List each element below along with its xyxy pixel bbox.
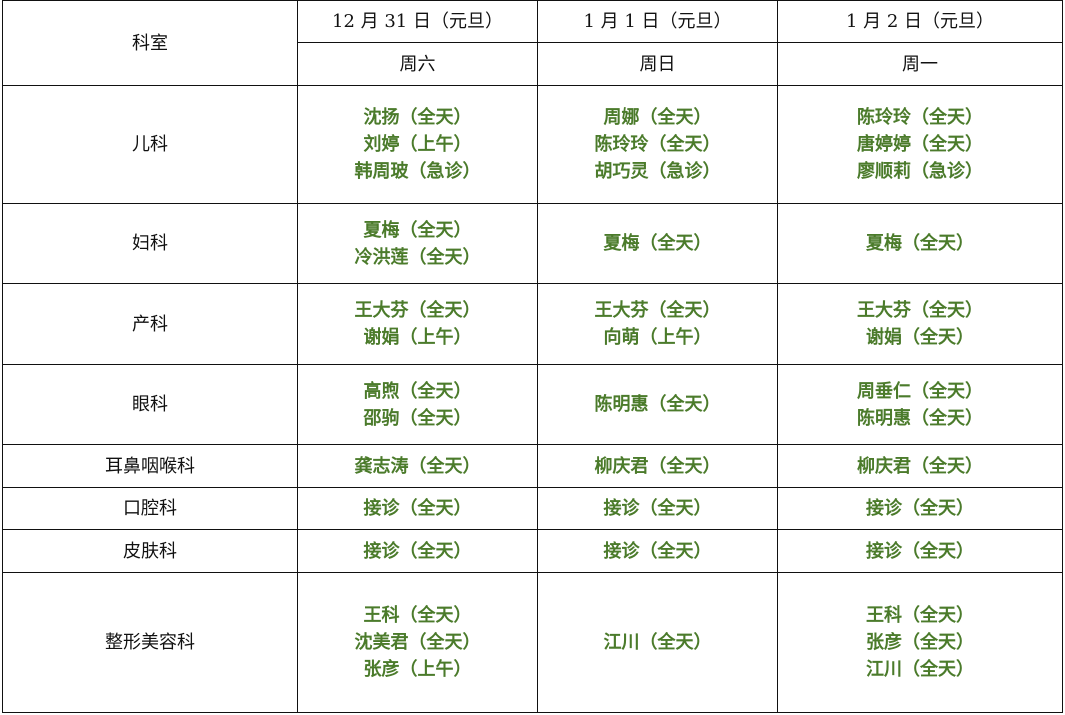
doctor-entry: 接诊（全天） [603,498,712,519]
table-row: 口腔科 接诊（全天） 接诊（全天） 接诊（全天） [2,487,1063,530]
duty-cell: 王大芬（全天） 谢娟（全天） [777,283,1063,365]
duty-cell: 接诊（全天） [537,529,778,573]
table-row: 皮肤科 接诊（全天） 接诊（全天） 接诊（全天） [2,529,1063,573]
table-row: 眼科 高煦（全天） 邵驹（全天） 陈明惠（全天） 周垂仁（全天） 陈明惠（全天） [2,364,1063,445]
doctor-entry: 王科（全天） [363,605,472,626]
doctor-entry: 谢娟（上午） [363,327,472,348]
duty-cell: 夏梅（全天） 冷洪莲（全天） [297,203,538,284]
doctor-entry: 周娜（全天） [603,107,712,128]
doctor-entry: 周垂仁（全天） [857,380,983,402]
duty-cell: 陈明惠（全天） [537,364,778,445]
doctor-entry: 接诊（全天） [866,540,974,562]
doctor-entry: 夏梅（全天） [363,219,472,241]
dept-name: 皮肤科 [2,529,298,573]
doctor-entry: 胡巧灵（急诊） [594,161,721,182]
doctor-entry: 陈玲玲（全天） [857,107,983,128]
duty-cell: 接诊（全天） [297,487,538,530]
doctor-entry: 廖顺莉（急诊） [857,161,983,182]
dept-name: 耳鼻咽喉科 [2,444,298,488]
duty-cell: 夏梅（全天） [777,203,1063,284]
doctor-entry: 王科（全天） [866,605,974,626]
table-row: 耳鼻咽喉科 龚志涛（全天） 柳庆君（全天） 柳庆君（全天） [2,444,1063,488]
duty-cell: 接诊（全天） [537,487,778,530]
weekday-header: 周六 [297,42,538,86]
header-row-weekdays: 周六 周日 周一 [3,42,1063,86]
doctor-entry: 接诊（全天） [363,498,472,519]
doctor-entry: 柳庆君（全天） [594,455,721,477]
weekday-header: 周一 [777,42,1063,86]
weekday-header: 周日 [537,42,778,86]
duty-cell: 柳庆君（全天） [777,444,1063,488]
dept-name: 口腔科 [2,487,298,530]
duty-cell: 江川（全天） [537,572,778,713]
doctor-entry: 王大芬（全天） [354,300,481,321]
doctor-entry: 江川（全天） [866,659,974,680]
table-row: 整形美容科 王科（全天） 沈美君（全天） 张彦（上午） 江川（全天） 王科（全天） 张彦（全… [2,572,1063,713]
doctor-entry: 高煦（全天） [363,380,472,402]
dept-name: 妇科 [2,203,298,284]
table-row: 妇科 夏梅（全天） 冷洪莲（全天） 夏梅（全天） 夏梅（全天） [2,203,1063,284]
doctor-entry: 陈明惠（全天） [857,407,983,429]
duty-cell: 接诊（全天） [777,529,1063,573]
duty-cell: 沈扬（全天） 刘婷（上午） 韩周玻（急诊） [297,85,538,204]
duty-cell: 夏梅（全天） [537,203,778,284]
dept-name: 眼科 [2,364,298,445]
duty-cell: 接诊（全天） [297,529,538,573]
duty-cell: 王大芬（全天） 谢娟（上午） [297,283,538,365]
duty-cell: 陈玲玲（全天） 唐婷婷（全天） 廖顺莉（急诊） [777,85,1063,204]
table-row: 产科 王大芬（全天） 谢娟（上午） 王大芬（全天） 向萌（上午） 王大芬（全天） 谢娟（全天… [2,283,1063,365]
doctor-entry: 邵驹（全天） [363,407,472,429]
dept-header: 科室 [2,0,298,86]
doctor-entry: 王大芬（全天） [857,300,983,321]
duty-cell: 柳庆君（全天） [537,444,778,488]
doctor-entry: 沈美君（全天） [354,632,481,653]
doctor-entry: 陈玲玲（全天） [594,134,721,155]
date-header: 1 月 1 日（元旦） [537,0,778,43]
dept-name: 儿科 [2,85,298,204]
doctor-entry: 唐婷婷（全天） [857,134,983,155]
doctor-entry: 接诊（全天） [866,498,974,519]
duty-cell: 龚志涛（全天） [297,444,538,488]
doctor-entry: 冷洪莲（全天） [354,246,481,268]
doctor-entry: 王大芬（全天） [594,300,721,321]
doctor-entry: 沈扬（全天） [363,107,472,128]
duty-cell: 王大芬（全天） 向萌（上午） [537,283,778,365]
date-header: 12 月 31 日（元旦） [297,0,538,43]
header-row-dates: 科室 12 月 31 日（元旦） 1 月 1 日（元旦） 1 月 2 日（元旦） [2,0,1063,86]
doctor-entry: 柳庆君（全天） [857,455,983,477]
doctor-entry: 陈明惠（全天） [594,394,721,415]
doctor-entry: 韩周玻（急诊） [354,161,481,182]
doctor-entry: 龚志涛（全天） [354,455,481,477]
doctor-entry: 张彦（上午） [363,659,472,680]
duty-cell: 王科（全天） 张彦（全天） 江川（全天） [777,572,1063,713]
date-header: 1 月 2 日（元旦） [777,0,1063,43]
doctor-entry: 接诊（全天） [603,540,712,562]
doctor-entry: 刘婷（上午） [363,134,472,155]
doctor-entry: 张彦（全天） [866,632,974,653]
dept-name: 整形美容科 [2,572,298,713]
duty-cell: 接诊（全天） [777,487,1063,530]
doctor-entry: 接诊（全天） [363,540,472,562]
dept-name: 产科 [2,283,298,365]
table-row: 儿科 沈扬（全天） 刘婷（上午） 韩周玻（急诊） 周娜（全天） 陈玲玲（全天） 胡巧灵（急诊… [2,85,1063,204]
doctor-entry: 夏梅（全天） [866,233,974,254]
duty-cell: 周娜（全天） 陈玲玲（全天） 胡巧灵（急诊） [537,85,778,204]
doctor-entry: 江川（全天） [603,632,712,653]
doctor-entry: 谢娟（全天） [866,327,974,348]
doctor-entry: 向萌（上午） [603,327,712,348]
duty-cell: 王科（全天） 沈美君（全天） 张彦（上午） [297,572,538,713]
doctor-entry: 夏梅（全天） [603,233,712,254]
duty-cell: 周垂仁（全天） 陈明惠（全天） [777,364,1063,445]
duty-cell: 高煦（全天） 邵驹（全天） [297,364,538,445]
